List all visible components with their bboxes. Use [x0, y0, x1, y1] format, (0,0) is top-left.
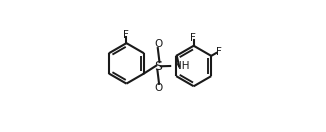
Text: S: S [155, 60, 162, 72]
Text: F: F [216, 47, 222, 57]
Text: F: F [123, 30, 129, 40]
Text: O: O [154, 83, 162, 93]
Text: F: F [190, 33, 196, 43]
Text: O: O [155, 39, 163, 49]
Text: NH: NH [174, 61, 190, 71]
